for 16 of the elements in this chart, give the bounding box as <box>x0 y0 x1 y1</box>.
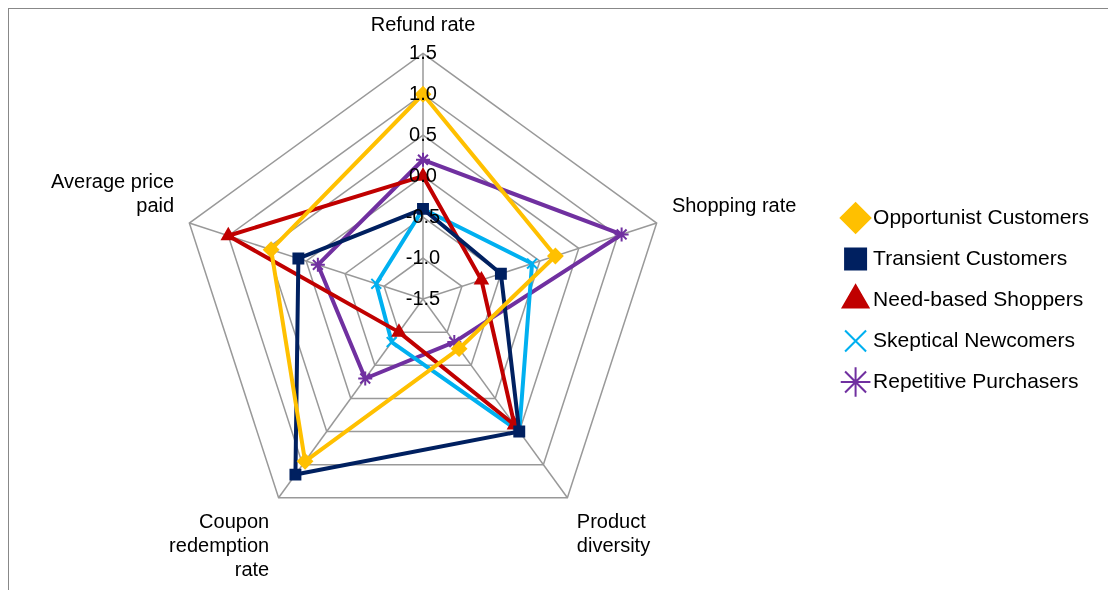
y-tick-label: 1.5 <box>409 40 437 63</box>
spoke-label: Refund rate <box>370 12 476 35</box>
y-tick-label: -1.5 <box>405 286 441 309</box>
spoke-label: Coupon redemption rate <box>169 510 270 581</box>
legend-label: Repetitive Purchasers <box>873 368 1079 392</box>
y-tick-label: -0.5 <box>405 204 441 227</box>
legend-label: Need-based Shoppers <box>873 286 1084 310</box>
y-tick-label: 0.0 <box>409 163 437 186</box>
legend-label: Opportunist Customers <box>873 204 1090 228</box>
y-tick-label: 0.5 <box>409 122 437 145</box>
legend-label: Skeptical Newcomers <box>873 327 1075 351</box>
spoke-label: Shopping rate <box>671 193 797 216</box>
spoke-label: Average price paid <box>51 169 175 216</box>
legend-label: Transient Customers <box>873 245 1068 269</box>
spoke-label: Product diversity <box>576 510 651 557</box>
y-tick-label: -1.0 <box>405 245 441 268</box>
